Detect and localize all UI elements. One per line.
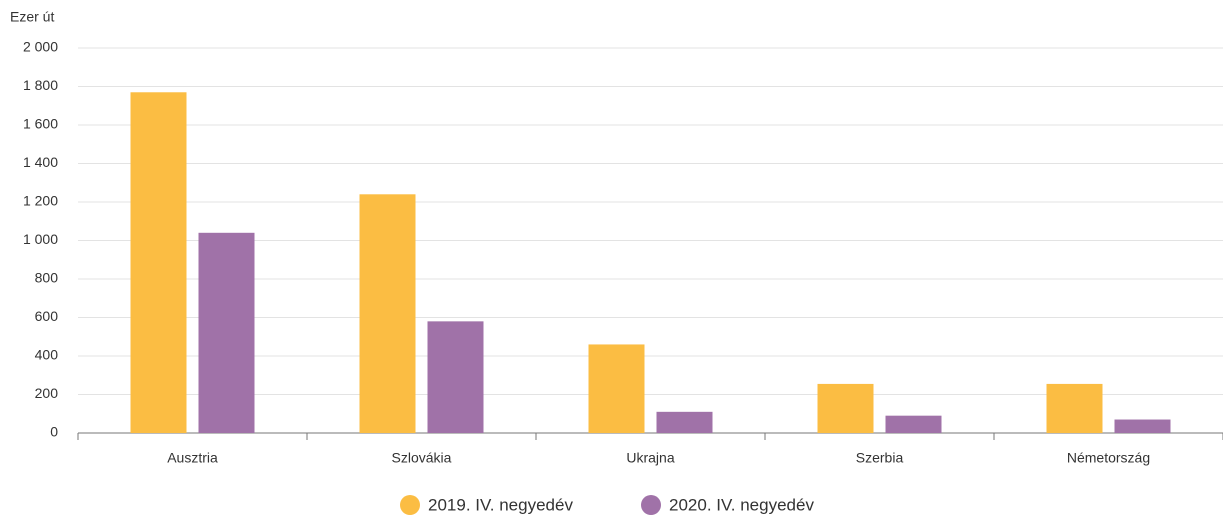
bar bbox=[817, 383, 874, 433]
y-tick-label: 400 bbox=[35, 347, 59, 363]
y-tick-label: 200 bbox=[35, 385, 59, 401]
bar bbox=[130, 92, 187, 434]
x-tick-label: Szerbia bbox=[856, 450, 904, 466]
y-tick-label: 800 bbox=[35, 270, 59, 286]
x-tick-label: Ausztria bbox=[167, 450, 218, 466]
bar bbox=[1114, 419, 1171, 433]
bar bbox=[1046, 383, 1103, 433]
y-tick-label: 1 600 bbox=[23, 116, 58, 132]
y-tick-label: 0 bbox=[50, 424, 58, 440]
bar bbox=[588, 344, 645, 433]
bar bbox=[198, 232, 255, 433]
bar bbox=[427, 321, 484, 433]
y-tick-label: 1 800 bbox=[23, 77, 58, 93]
y-tick-label: 1 200 bbox=[23, 193, 58, 209]
x-tick-label: Németország bbox=[1067, 450, 1150, 466]
legend-text: 2019. IV. negyedév bbox=[428, 495, 573, 514]
x-tick-label: Ukrajna bbox=[626, 450, 674, 466]
y-axis-label: Ezer út bbox=[10, 9, 54, 25]
y-tick-label: 600 bbox=[35, 308, 59, 324]
x-tick-label: Szlovákia bbox=[392, 450, 452, 466]
y-tick-label: 1 000 bbox=[23, 231, 58, 247]
y-tick-label: 2 000 bbox=[23, 39, 58, 55]
legend-marker bbox=[641, 495, 661, 515]
y-tick-label: 1 400 bbox=[23, 154, 58, 170]
bar bbox=[885, 415, 942, 433]
bar bbox=[359, 194, 416, 433]
bar bbox=[656, 411, 713, 433]
legend-text: 2020. IV. negyedév bbox=[669, 495, 814, 514]
legend-marker bbox=[400, 495, 420, 515]
